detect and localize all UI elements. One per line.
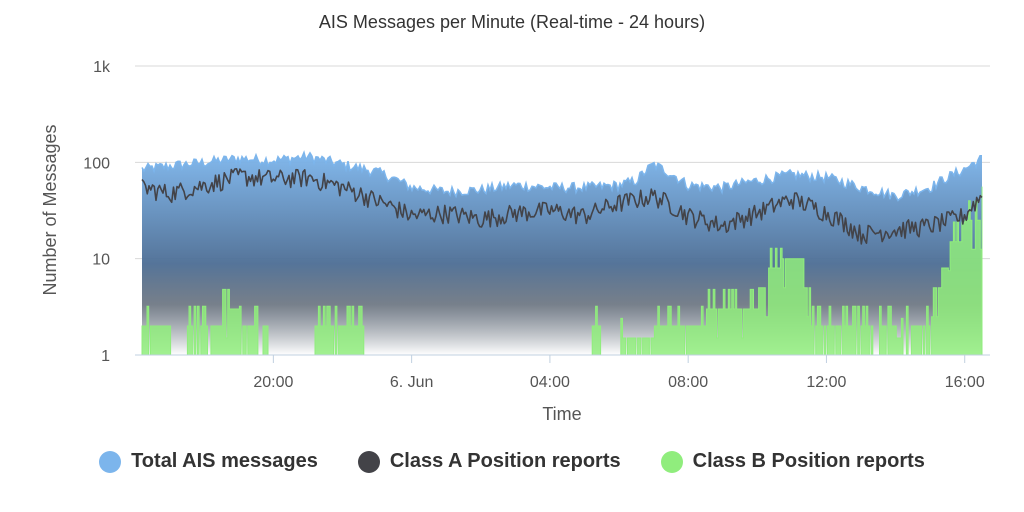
y-axis-label: Number of Messages	[40, 124, 60, 295]
x-tick-label: 20:00	[253, 374, 293, 391]
x-axis-label: Time	[542, 404, 581, 424]
legend-marker-class-a	[357, 450, 380, 473]
x-tick-label: 6. Jun	[390, 374, 434, 391]
legend-label-class-a: Class A Position reports	[389, 450, 621, 472]
legend-marker-total	[99, 450, 122, 473]
x-tick-label: 16:00	[945, 374, 985, 391]
legend-item-total[interactable]: Total AIS messages	[99, 450, 318, 473]
legend-marker-class-b	[660, 450, 683, 473]
x-tick-label: 04:00	[530, 374, 570, 391]
x-tick-label: 12:00	[806, 374, 846, 391]
legend-item-class-a[interactable]: Class A Position reports	[357, 450, 621, 473]
x-tick-label: 08:00	[668, 374, 708, 391]
series-class-a-line	[141, 168, 983, 245]
y-tick-label: 1k	[93, 59, 111, 76]
legend: Total AIS messages Class A Position repo…	[0, 450, 1024, 473]
legend-label-class-b: Class B Position reports	[692, 450, 925, 472]
axes: 1 10 100 1k 20:00 6. Jun 04:00 08:00 12:00 16:00	[83, 59, 990, 391]
y-tick-label: 1	[101, 348, 110, 365]
legend-label-total: Total AIS messages	[131, 450, 318, 472]
y-tick-label: 100	[83, 155, 110, 172]
legend-item-class-b[interactable]: Class B Position reports	[660, 450, 925, 473]
y-tick-label: 10	[92, 252, 110, 269]
plot-series	[141, 150, 983, 356]
series-total-line	[141, 150, 982, 202]
chart-title: AIS Messages per Minute (Real-time - 24 …	[318, 12, 706, 32]
